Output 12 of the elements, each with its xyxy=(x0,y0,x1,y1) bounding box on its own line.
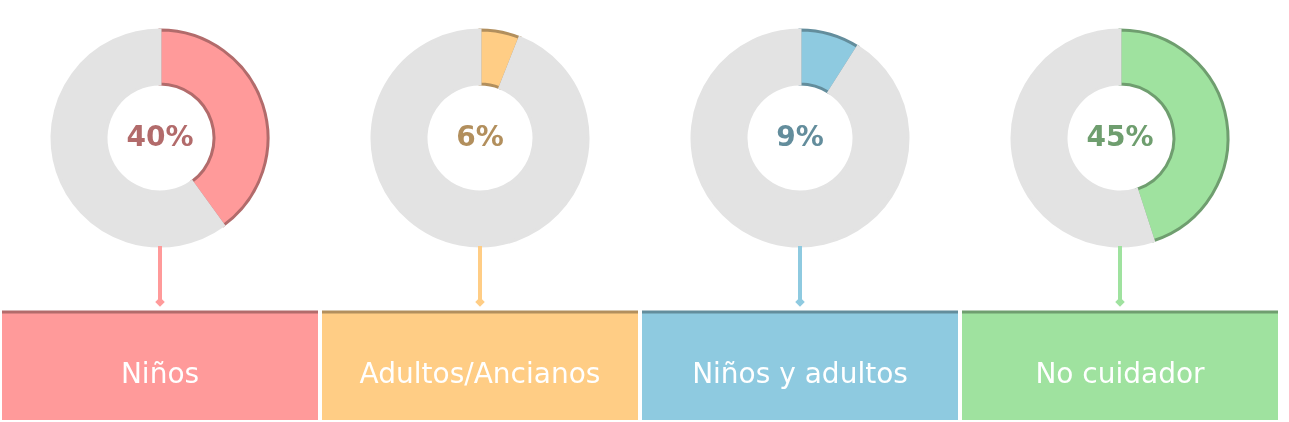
text: Adultos/Ancianos xyxy=(359,357,601,390)
text: Niños xyxy=(120,357,200,390)
text: Niños y adultos xyxy=(692,357,908,390)
donut-slice xyxy=(50,28,225,248)
donut-slice xyxy=(370,28,590,248)
data-label: 45% xyxy=(1086,120,1154,153)
donut-slice xyxy=(690,28,910,248)
text: No cuidador xyxy=(1035,357,1206,390)
donut-slice xyxy=(1010,28,1155,248)
data-label: 6% xyxy=(456,120,504,153)
data-label: 9% xyxy=(776,120,824,153)
data-label: 40% xyxy=(126,120,194,153)
